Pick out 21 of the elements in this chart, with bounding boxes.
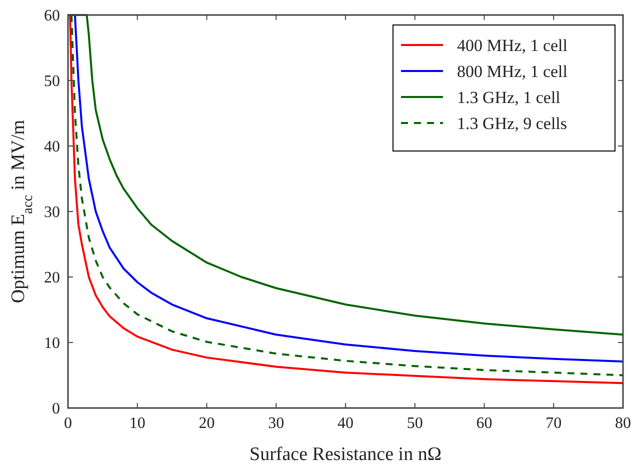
x-tick-label: 40: [338, 415, 354, 432]
y-tick-label: 60: [44, 8, 60, 24]
legend-label: 400 MHz, 1 cell: [457, 36, 568, 55]
legend-label: 1.3 GHz, 9 cells: [457, 114, 568, 133]
x-tick-label: 30: [268, 415, 284, 432]
x-tick-label: 10: [129, 415, 146, 432]
y-tick-label: 50: [44, 73, 60, 90]
y-tick-label: 0: [52, 400, 60, 418]
x-axis-title: Surface Resistance in nΩ: [250, 444, 442, 465]
y-tick-label: 40: [44, 138, 60, 156]
x-tick-label: 70: [546, 415, 562, 432]
legend-label: 800 MHz, 1 cell: [457, 62, 568, 81]
x-tick-label: 80: [615, 415, 631, 432]
x-tick-label: 60: [476, 415, 492, 432]
y-tick-label: 10: [44, 335, 60, 352]
x-tick-label: 0: [64, 415, 72, 432]
x-tick-label: 50: [406, 415, 423, 432]
legend-label: 1.3 GHz, 1 cell: [457, 88, 561, 107]
y-tick-label: 30: [44, 204, 60, 221]
x-tick-label: 20: [198, 415, 215, 432]
y-tick-label: 20: [44, 270, 60, 286]
